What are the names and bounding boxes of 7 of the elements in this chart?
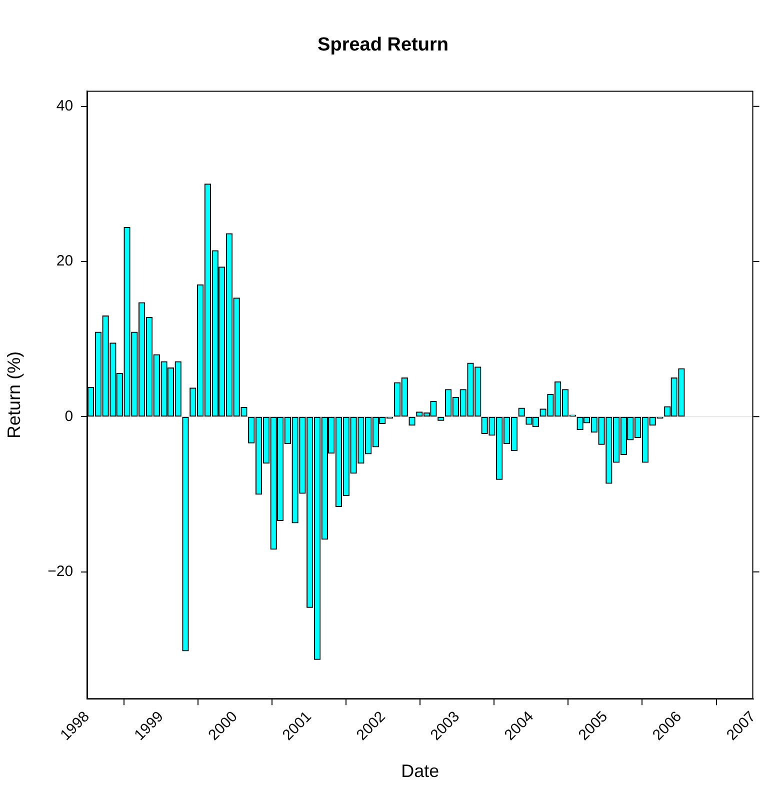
y-tick-label: 0 bbox=[64, 408, 74, 425]
y-tick-label: 40 bbox=[56, 97, 74, 114]
y-axis-title: Return (%) bbox=[4, 351, 24, 438]
y-tick-label: −20 bbox=[48, 562, 74, 580]
y-tick-label: 20 bbox=[56, 252, 74, 270]
x-axis-title: Date bbox=[401, 761, 440, 782]
chart-title: Spread Return bbox=[318, 34, 448, 56]
